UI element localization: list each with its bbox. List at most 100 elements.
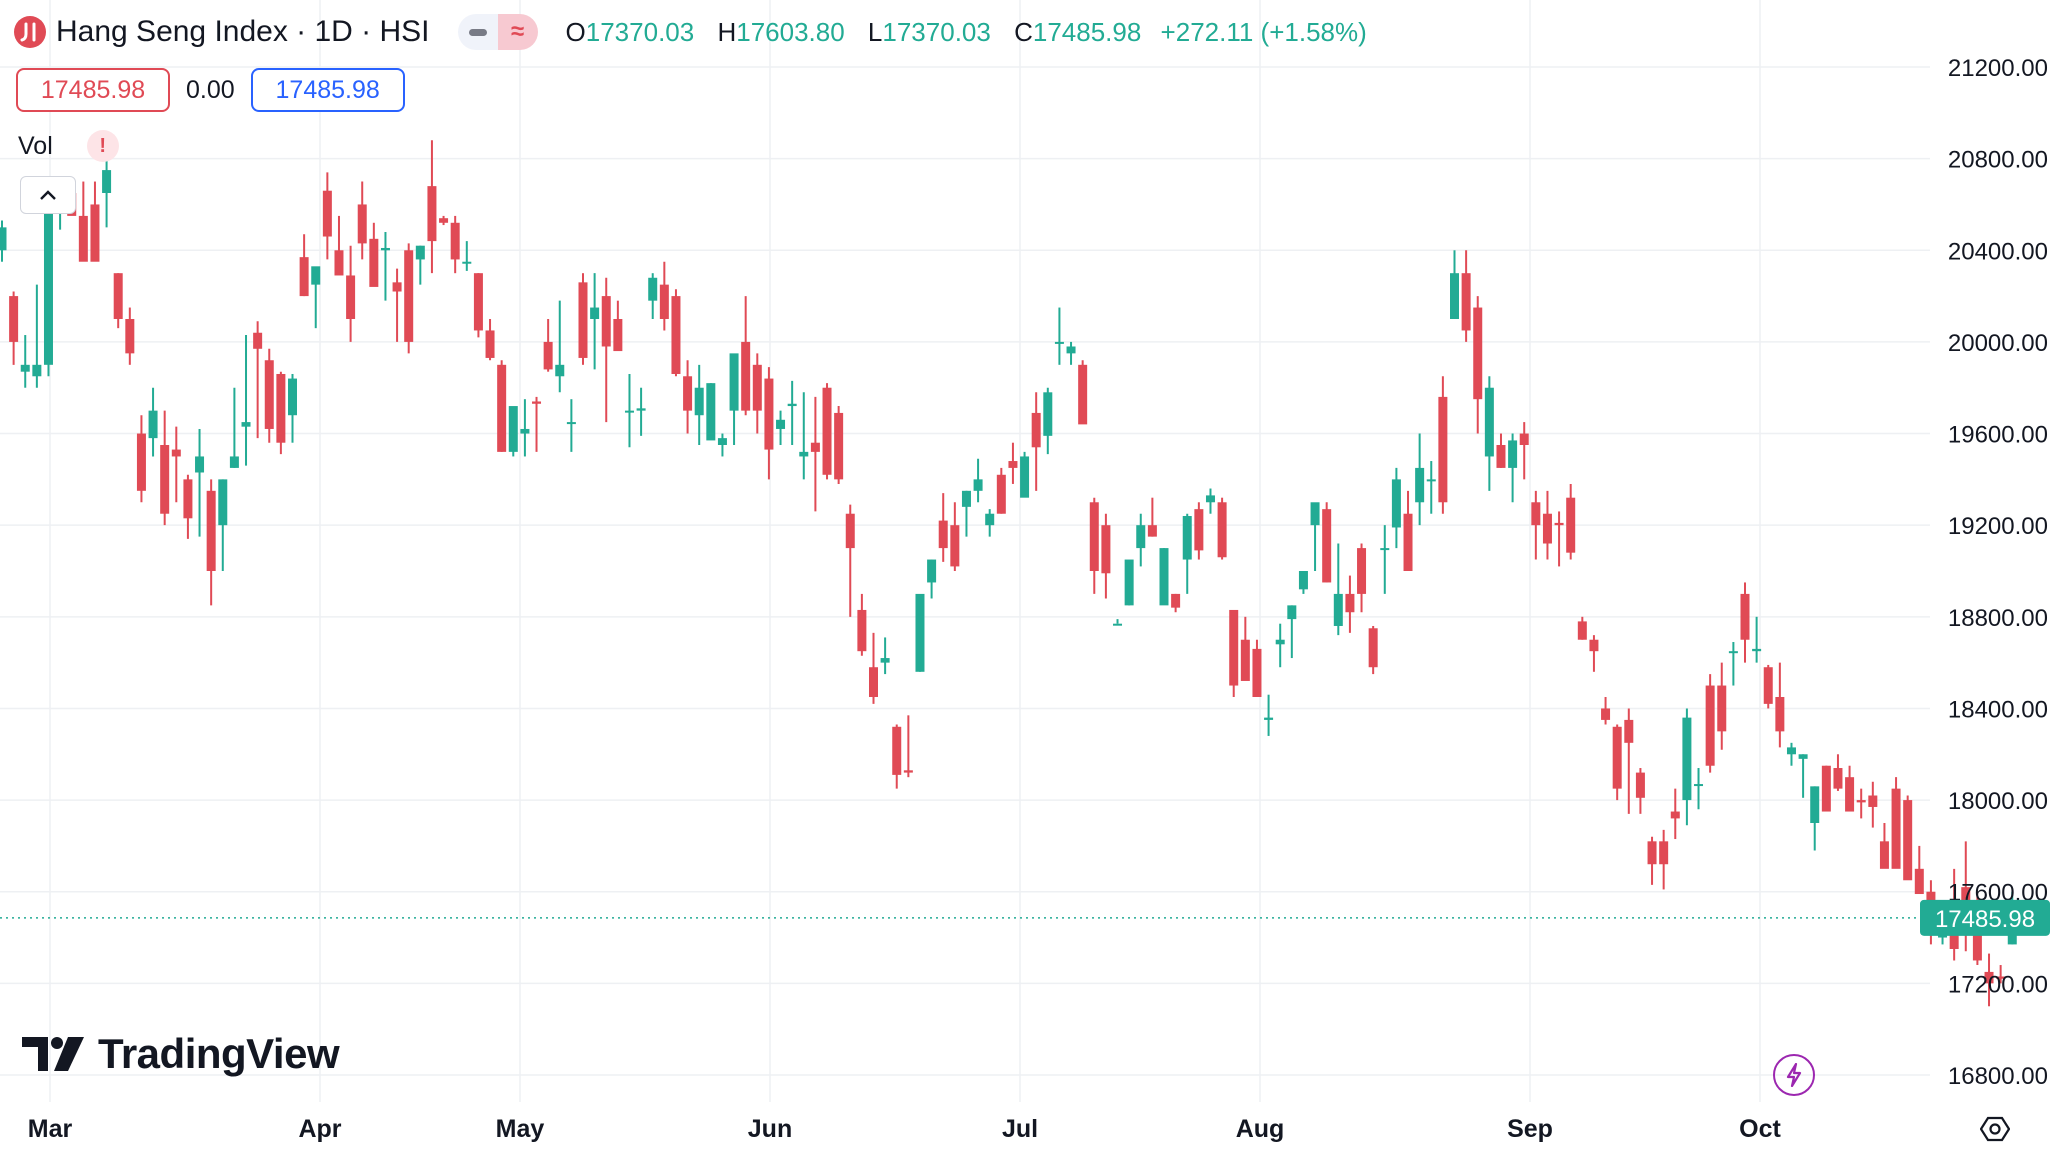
candle-body <box>1903 800 1913 881</box>
symbol-title[interactable]: Hang Seng Index · 1D · HSI <box>56 15 430 48</box>
candle <box>1205 488 1215 514</box>
candle <box>346 245 356 342</box>
candle-body <box>1159 548 1169 606</box>
candle <box>264 348 274 443</box>
candle-body <box>1508 440 1518 468</box>
candle <box>1438 376 1448 514</box>
x-tick-label: May <box>496 1115 545 1143</box>
tradingview-logo-icon <box>22 1037 84 1071</box>
candle <box>485 319 495 361</box>
wave-icon[interactable]: ≈ <box>497 14 538 50</box>
candle <box>1484 376 1494 491</box>
candle <box>415 245 425 285</box>
candle <box>1229 609 1239 697</box>
bid-price-box[interactable]: 17485.98 <box>16 68 170 112</box>
candle <box>1519 422 1529 480</box>
candle-body <box>1786 747 1796 755</box>
candle <box>543 319 553 372</box>
candle-body <box>1357 548 1367 594</box>
settings-button[interactable] <box>1978 1112 2012 1146</box>
candle <box>1322 502 1332 583</box>
candle <box>1380 525 1390 594</box>
volume-label[interactable]: Vol <box>18 131 53 160</box>
candle-body <box>43 204 53 365</box>
candle-body <box>392 282 402 292</box>
candle <box>369 222 379 287</box>
candle-body <box>996 474 1006 514</box>
candle-body <box>729 353 739 411</box>
candle-body <box>985 513 995 526</box>
collapse-icon[interactable] <box>457 14 498 50</box>
candle-body <box>1298 571 1308 590</box>
candle <box>985 509 995 537</box>
candle <box>1984 953 1994 1007</box>
candle <box>1694 768 1704 810</box>
candle <box>869 632 878 704</box>
candle-body <box>1078 364 1088 425</box>
toggle-chip[interactable]: ≈ <box>457 14 538 50</box>
candle <box>508 406 518 457</box>
y-tick-label: 18800.00 <box>1948 605 2048 632</box>
candle <box>322 172 332 260</box>
candle-body <box>566 422 576 425</box>
candle <box>1798 754 1808 798</box>
candle <box>9 291 19 365</box>
candle <box>1182 513 1192 594</box>
candle-body <box>1275 639 1285 645</box>
candle <box>334 215 344 276</box>
candle-body <box>1066 346 1076 354</box>
candle <box>1879 823 1889 869</box>
collapse-legend-button[interactable] <box>20 176 76 214</box>
candle-body <box>1566 497 1576 553</box>
candle <box>1763 664 1773 709</box>
candle <box>776 410 786 445</box>
candle-body <box>834 412 844 480</box>
price-axis[interactable]: 21200.00 20800.00 20400.00 20000.00 19600.00… <box>1948 55 2048 1090</box>
candle-body <box>1647 841 1657 865</box>
candle-body <box>1147 525 1157 537</box>
candle <box>32 284 42 388</box>
hsi-logo-icon <box>14 16 46 48</box>
candle <box>1159 548 1169 606</box>
candle <box>1171 593 1181 613</box>
candle-body <box>1229 609 1239 686</box>
candle <box>380 231 390 301</box>
warning-icon[interactable]: ! <box>86 130 119 162</box>
candle <box>741 296 751 416</box>
candle <box>1287 605 1297 659</box>
candle <box>857 593 867 656</box>
candle-body <box>880 658 890 663</box>
candle <box>1124 559 1134 606</box>
candle <box>752 353 762 434</box>
candle-body <box>485 330 495 358</box>
x-tick-label: Mar <box>28 1115 73 1143</box>
candle <box>1589 635 1599 672</box>
candle <box>799 392 809 480</box>
candle-body <box>462 261 472 264</box>
candle <box>20 335 30 388</box>
candle <box>1008 442 1018 484</box>
candle-body <box>369 238 379 287</box>
time-axis[interactable]: Mar Apr May Jun Jul Aug Sep Oct <box>28 1115 1782 1143</box>
y-tick-label: 21200.00 <box>1948 55 2048 82</box>
lightning-button[interactable] <box>1773 1054 1815 1096</box>
candle <box>90 181 100 262</box>
candle-body <box>938 520 948 549</box>
candle <box>1415 433 1425 526</box>
candle <box>171 426 181 503</box>
candle <box>253 321 263 439</box>
candle-body <box>1089 502 1099 571</box>
candle <box>1752 616 1762 663</box>
candle-body <box>1891 788 1901 869</box>
candle-body <box>601 296 611 347</box>
tradingview-logo[interactable]: TradingView <box>22 1030 340 1078</box>
candle <box>566 399 576 452</box>
candle <box>590 273 600 370</box>
candle <box>1868 781 1878 828</box>
candle <box>1833 754 1843 791</box>
candle <box>1020 451 1030 498</box>
candle <box>1078 360 1088 425</box>
ask-price-box[interactable]: 17485.98 <box>250 68 405 112</box>
candle-body <box>1496 445 1506 468</box>
